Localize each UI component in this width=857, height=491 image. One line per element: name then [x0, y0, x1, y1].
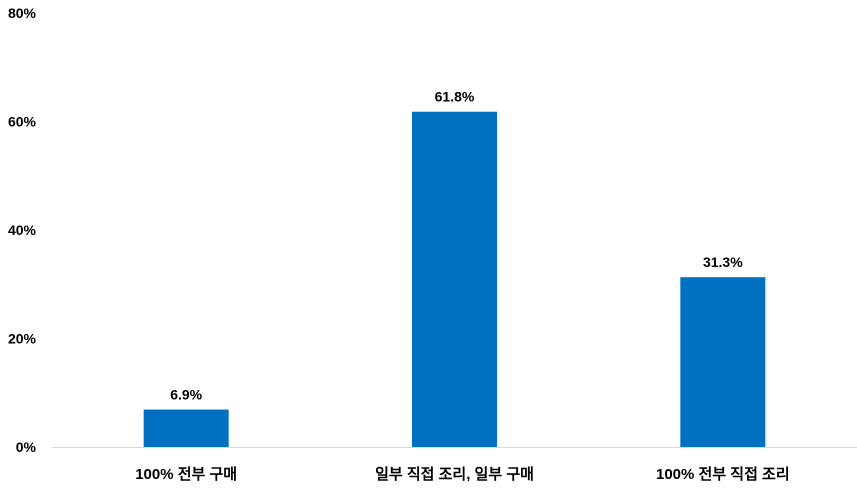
y-tick-label: 80% — [8, 5, 37, 21]
bar — [680, 277, 766, 447]
y-tick-label: 0% — [16, 439, 37, 455]
y-tick-label: 20% — [8, 331, 37, 347]
x-tick-label: 일부 직접 조리, 일부 구매 — [375, 465, 534, 483]
data-label: 6.9% — [170, 387, 202, 403]
data-label: 31.3% — [703, 254, 743, 270]
x-tick-label: 100% 전부 직접 조리 — [656, 465, 790, 483]
data-label: 61.8% — [435, 89, 475, 105]
bar — [412, 111, 497, 448]
x-tick-label: 100% 전부 구매 — [135, 466, 237, 483]
y-tick-label: 60% — [8, 114, 37, 130]
bar — [143, 409, 229, 447]
y-tick-label: 40% — [8, 222, 37, 238]
